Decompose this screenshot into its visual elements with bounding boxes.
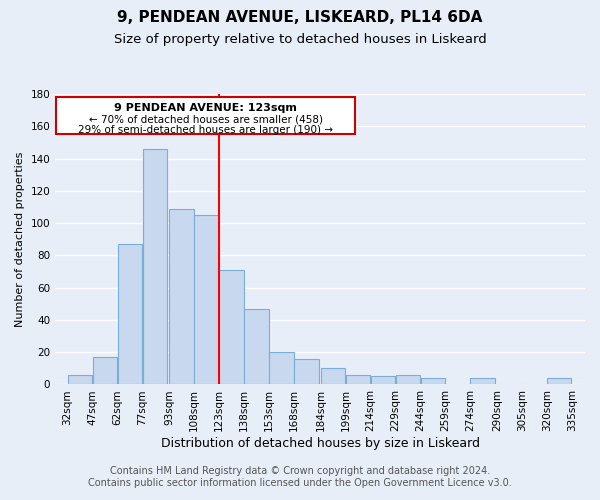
- Bar: [194, 215, 219, 384]
- FancyBboxPatch shape: [56, 97, 355, 134]
- Bar: [244, 308, 269, 384]
- Text: 29% of semi-detached houses are larger (190) →: 29% of semi-detached houses are larger (…: [78, 126, 333, 136]
- Bar: [169, 208, 194, 384]
- Bar: [269, 352, 293, 384]
- Bar: [219, 270, 244, 384]
- Bar: [143, 149, 167, 384]
- Text: Size of property relative to detached houses in Liskeard: Size of property relative to detached ho…: [113, 32, 487, 46]
- Bar: [395, 375, 420, 384]
- Bar: [93, 357, 117, 384]
- Bar: [470, 378, 495, 384]
- Text: ← 70% of detached houses are smaller (458): ← 70% of detached houses are smaller (45…: [89, 114, 323, 124]
- Bar: [118, 244, 142, 384]
- Bar: [371, 376, 395, 384]
- Bar: [68, 375, 92, 384]
- Text: Contains HM Land Registry data © Crown copyright and database right 2024.
Contai: Contains HM Land Registry data © Crown c…: [88, 466, 512, 487]
- X-axis label: Distribution of detached houses by size in Liskeard: Distribution of detached houses by size …: [161, 437, 479, 450]
- Bar: [346, 375, 370, 384]
- Bar: [321, 368, 345, 384]
- Text: 9, PENDEAN AVENUE, LISKEARD, PL14 6DA: 9, PENDEAN AVENUE, LISKEARD, PL14 6DA: [118, 10, 482, 25]
- Y-axis label: Number of detached properties: Number of detached properties: [15, 152, 25, 327]
- Bar: [294, 358, 319, 384]
- Bar: [421, 378, 445, 384]
- Text: 9 PENDEAN AVENUE: 123sqm: 9 PENDEAN AVENUE: 123sqm: [114, 103, 297, 113]
- Bar: [547, 378, 571, 384]
